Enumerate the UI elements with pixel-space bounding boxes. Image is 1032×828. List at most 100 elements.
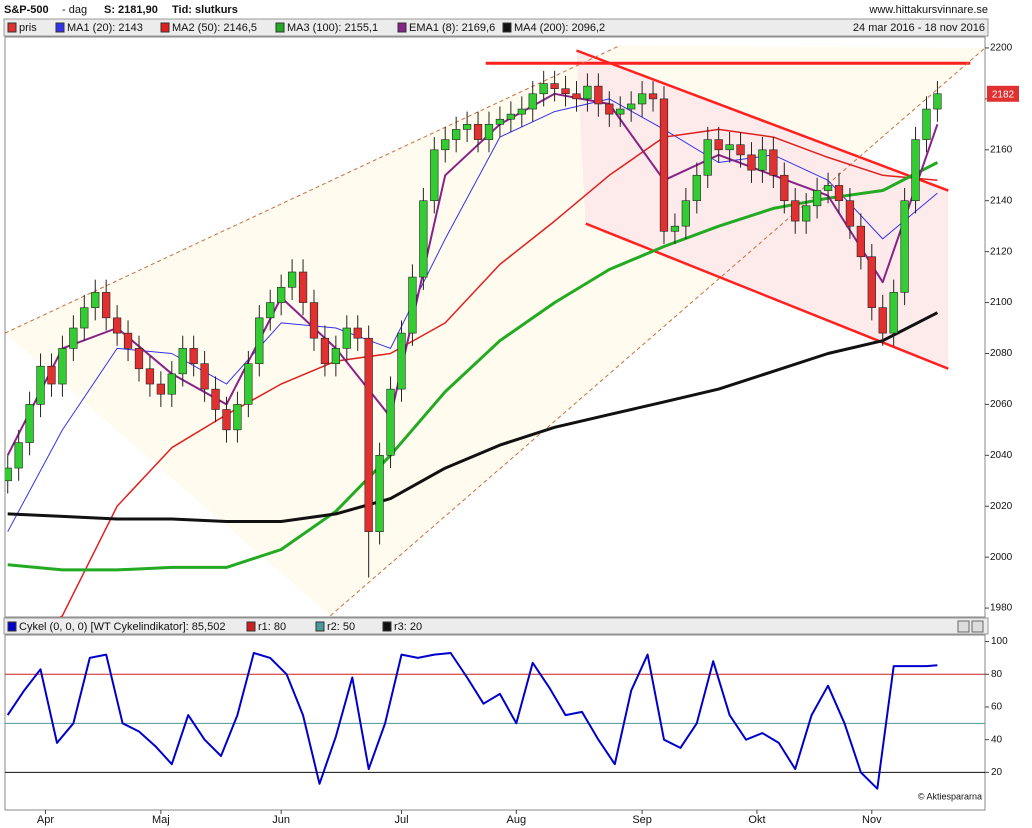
legend-label: r1: 80 <box>258 621 286 633</box>
candle-body <box>452 129 461 140</box>
trendline <box>576 49 949 192</box>
candle-body <box>364 337 373 533</box>
candle-body <box>725 144 734 151</box>
y-tick-label: 2160 <box>990 144 1013 155</box>
candle-body <box>25 404 34 443</box>
candle-body <box>637 93 647 105</box>
y-tick-label: 2040 <box>990 450 1013 461</box>
osc-panel <box>4 634 986 811</box>
candle-body <box>473 124 483 140</box>
legend-swatch <box>160 22 170 33</box>
moving-average <box>7 311 939 523</box>
site: www.hittakursvinnare.se <box>868 4 988 16</box>
candle-body <box>462 124 472 130</box>
legend-label: Cykel (0, 0, 0) [WT Cykelindikator]: 85,… <box>19 621 225 633</box>
candle-body <box>58 348 67 385</box>
candle-body <box>539 83 548 95</box>
candle-body <box>769 149 778 176</box>
legend-label: EMA1 (8): 2169,6 <box>409 22 495 34</box>
candle-body <box>911 139 920 202</box>
candle-body <box>167 373 176 395</box>
candle-body <box>736 144 745 156</box>
candle-body <box>353 327 362 339</box>
legend-swatch <box>7 22 17 33</box>
legend-swatch <box>275 22 285 33</box>
osc-plot <box>5 652 985 790</box>
candle-body <box>648 93 658 100</box>
candle-body <box>47 365 56 385</box>
y-tick-label: 2120 <box>990 246 1013 257</box>
candle-body <box>791 200 800 222</box>
y-tick-label: 2080 <box>990 348 1013 359</box>
candle-body <box>484 124 494 140</box>
candle-body <box>856 225 865 258</box>
legend-label: pris <box>19 22 37 34</box>
candle-body <box>823 185 833 191</box>
y-tick-label: 2000 <box>990 552 1013 563</box>
candle-body <box>867 256 876 308</box>
down-channel <box>576 50 949 369</box>
legend-swatch <box>382 621 392 632</box>
candle-body <box>441 139 450 151</box>
mode: Tid: slutkurs <box>172 4 238 16</box>
candle-body <box>189 348 198 364</box>
y-tick-label: 2140 <box>990 195 1013 206</box>
candle-body <box>430 149 439 202</box>
candle-body <box>298 271 308 303</box>
moving-average <box>7 161 939 572</box>
candle-body <box>933 93 942 110</box>
trendline <box>330 47 985 617</box>
price-plot <box>5 44 985 617</box>
moving-average <box>59 128 938 617</box>
tool-icon[interactable] <box>957 620 970 633</box>
candle-body <box>681 200 690 227</box>
last-price-label: 2182 <box>992 89 1015 100</box>
x-tick-label: Nov <box>862 814 882 826</box>
candle-body <box>80 307 89 329</box>
candle-body <box>5 467 12 482</box>
legend-label: MA1 (20): 2143 <box>67 22 143 34</box>
candle-body <box>758 149 767 171</box>
legend-swatch <box>397 22 407 33</box>
candle-body <box>802 205 811 222</box>
candle-body <box>692 174 701 202</box>
candle-body <box>878 307 887 334</box>
legend-bar <box>3 18 989 37</box>
trendline <box>5 44 621 334</box>
candle-body <box>583 85 592 100</box>
y-tick-label: 40 <box>991 734 1003 745</box>
candle-body <box>714 139 723 151</box>
candle-body <box>266 302 275 319</box>
candle-body <box>550 83 559 89</box>
legend-swatch <box>502 22 512 33</box>
candle-body <box>342 327 351 349</box>
candle-body <box>812 190 822 207</box>
candle-body <box>506 113 515 120</box>
candle-body <box>69 327 78 349</box>
x-tick-label: Okt <box>748 814 765 826</box>
y-tick-label: 60 <box>991 702 1003 713</box>
candle-body <box>616 108 625 115</box>
candle-body <box>211 388 220 410</box>
legend-label: r3: 20 <box>394 621 422 633</box>
x-tick-label: Jun <box>272 814 290 826</box>
candle-body <box>320 337 330 364</box>
candle-body <box>670 225 680 232</box>
candle-body <box>845 200 855 227</box>
candle-body <box>834 185 844 202</box>
moving-average <box>7 98 938 532</box>
close-icon[interactable] <box>971 620 984 633</box>
candle-body <box>134 348 144 370</box>
candle-body <box>922 108 931 140</box>
x-tick-label: Jul <box>394 814 408 826</box>
candle-body <box>102 292 111 319</box>
candle-body <box>123 332 133 349</box>
legend-swatch <box>55 22 65 33</box>
y-tick-label: 20 <box>991 767 1003 778</box>
legend-label: MA3 (100): 2155,1 <box>287 22 378 34</box>
candle-body <box>244 363 253 405</box>
last-price: S: 2181,90 <box>104 4 158 16</box>
legend-swatch <box>315 621 325 632</box>
candle-body <box>36 365 45 405</box>
